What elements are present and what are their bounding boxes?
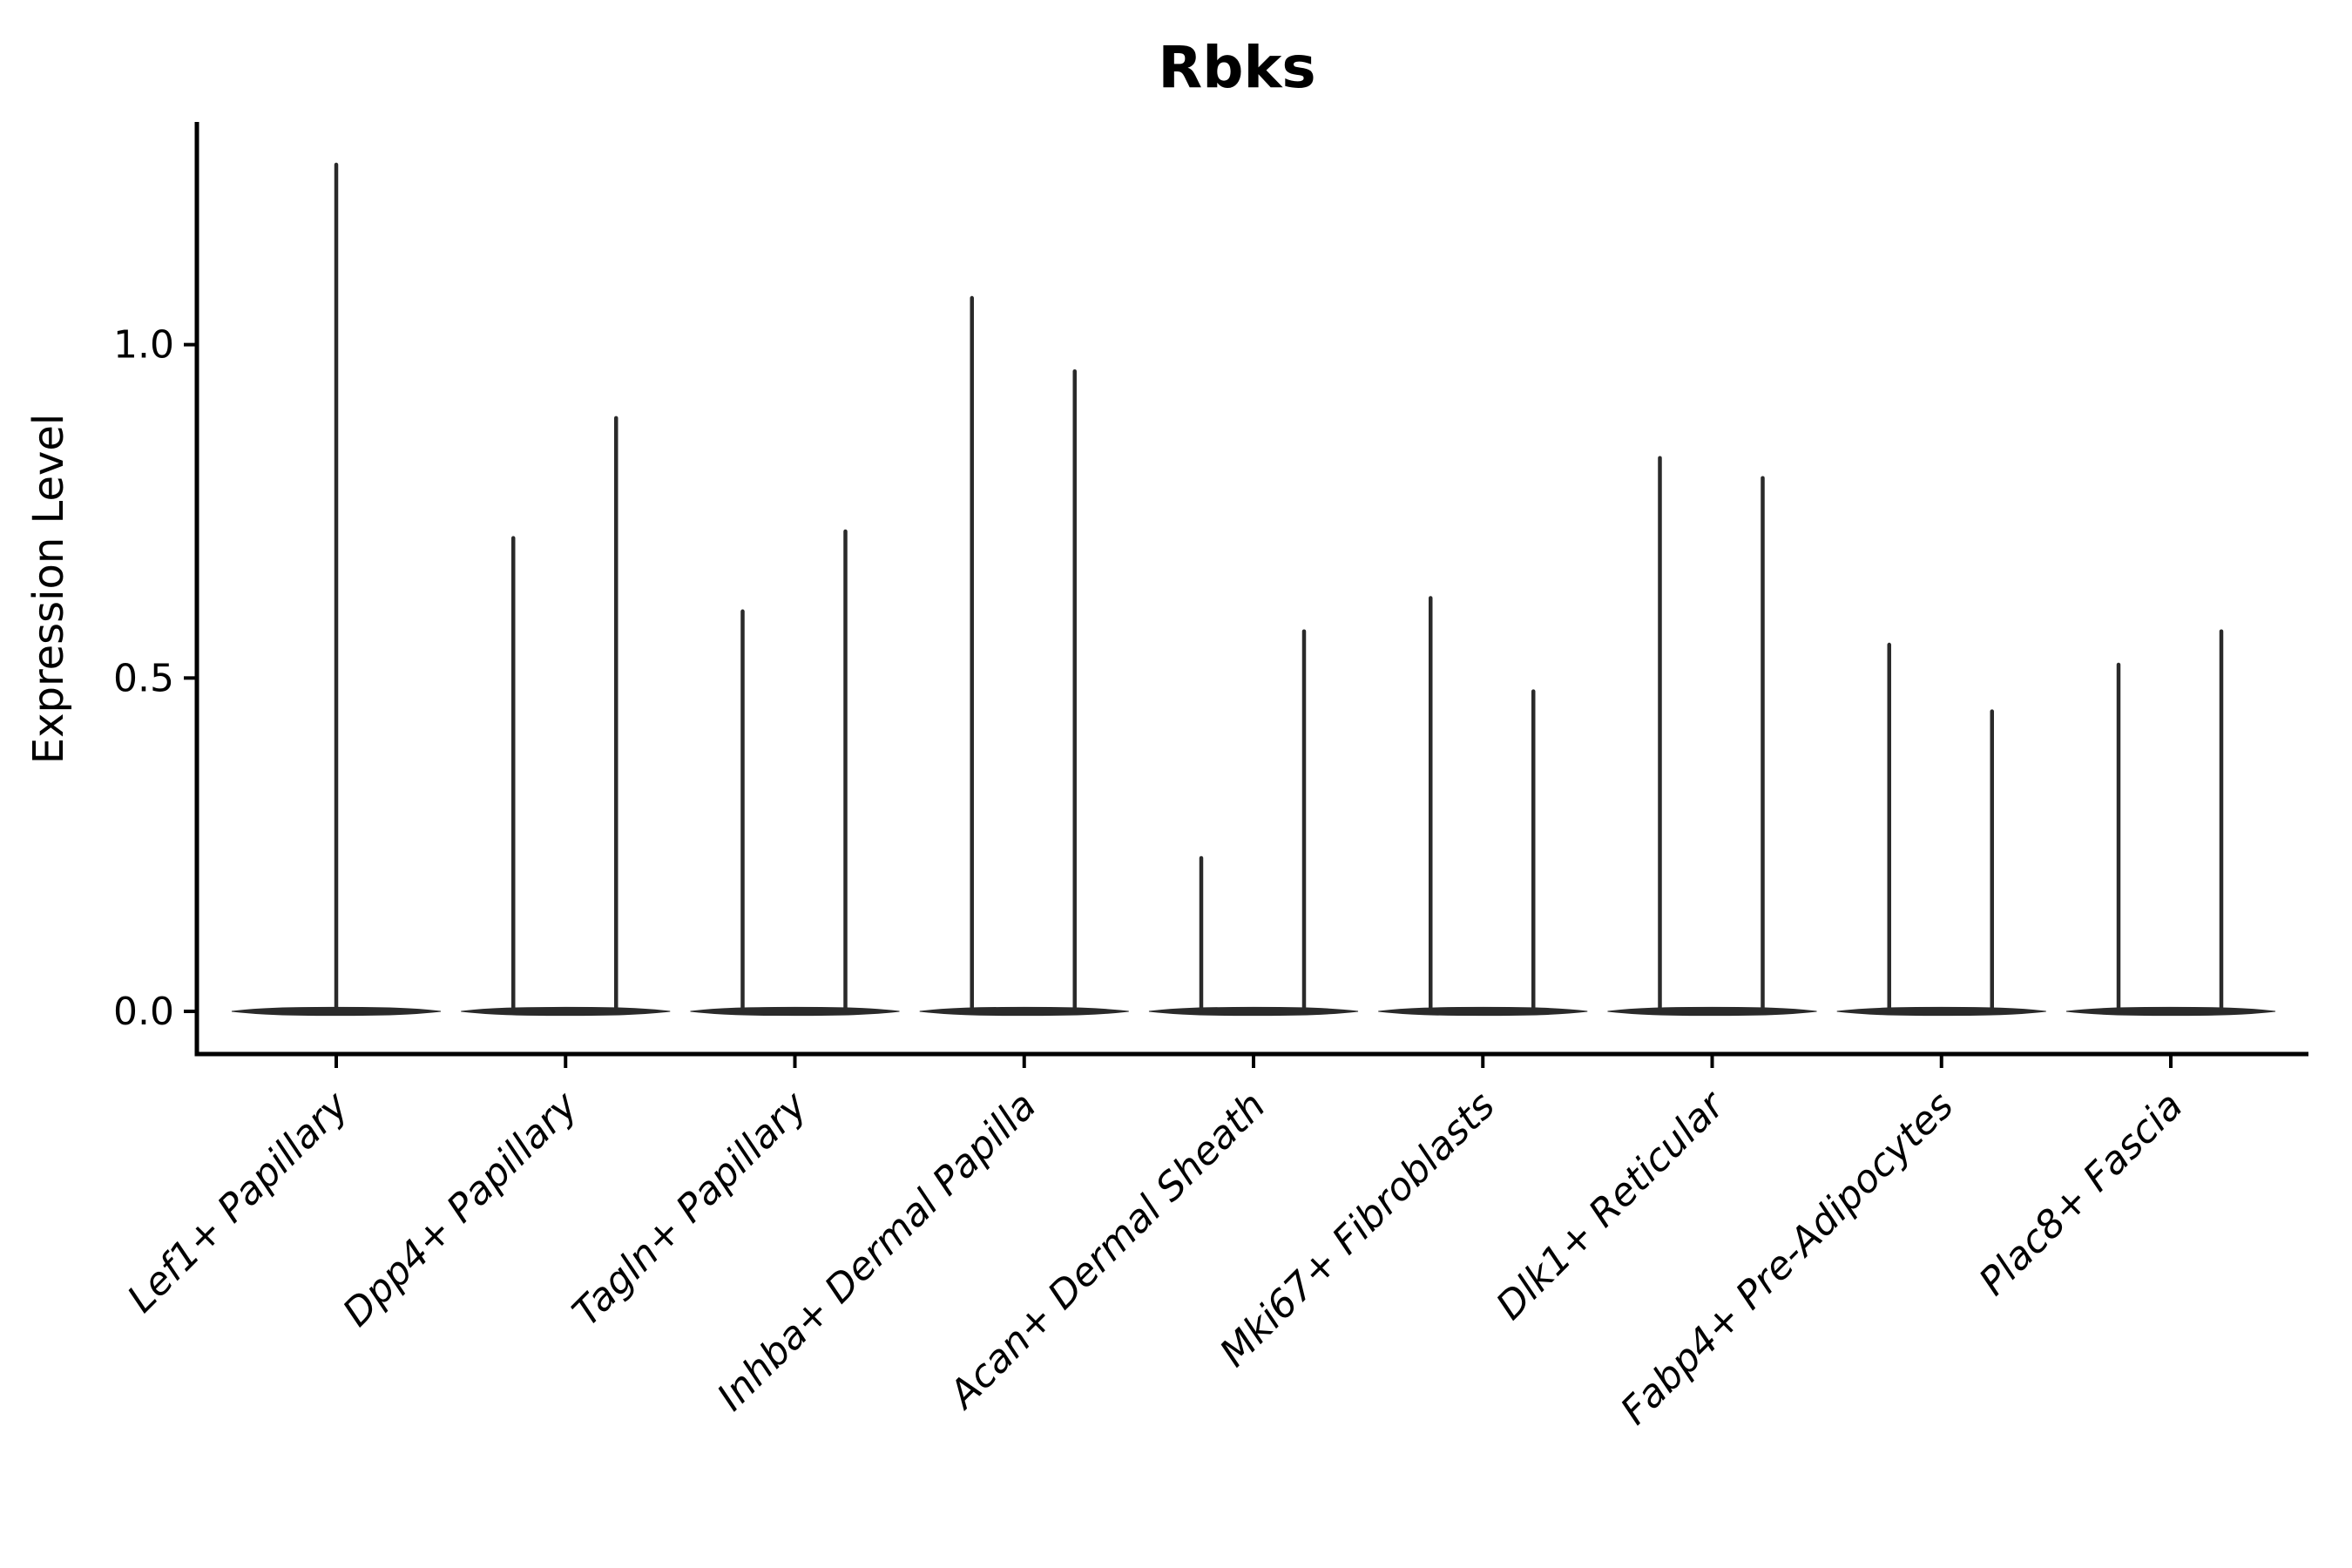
violin-body	[461, 1006, 671, 1017]
x-tick-label: Dpp4+ Papillary	[335, 1083, 587, 1335]
y-tick-label: 0.5	[113, 656, 174, 700]
violin-body	[1378, 1006, 1588, 1017]
violin-body	[1607, 1006, 1817, 1017]
violin-body	[919, 1006, 1129, 1017]
violin-body	[1148, 1006, 1359, 1017]
x-tick-label: Tagln+ Papillary	[564, 1083, 816, 1335]
labels-group: Rbks Expression Level	[24, 34, 1316, 764]
x-tick-label: Plac8+ Fascia	[1970, 1084, 2191, 1304]
y-tick-label: 0.0	[113, 990, 174, 1034]
chart-title: Rbks	[1158, 34, 1315, 101]
violin-body	[1836, 1006, 2046, 1017]
violins-group	[231, 162, 2276, 1017]
violin-body	[690, 1006, 900, 1017]
x-tick-label: Dlk1+ Reticular	[1488, 1082, 1734, 1328]
violin-body	[2065, 1006, 2276, 1017]
x-tick-label: Lef1+ Papillary	[119, 1083, 358, 1321]
y-tick-label: 1.0	[113, 323, 174, 368]
y-axis-label: Expression Level	[24, 414, 73, 765]
